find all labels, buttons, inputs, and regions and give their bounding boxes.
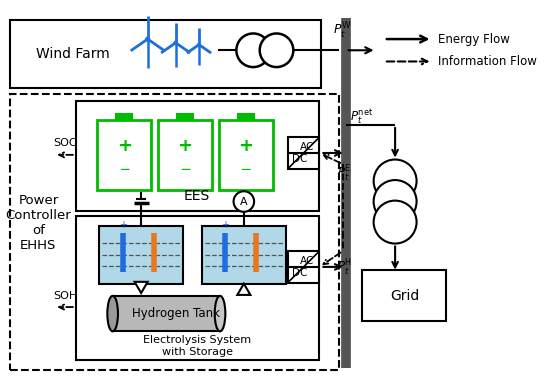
Circle shape (373, 180, 416, 223)
Text: Electrolysis System
with Storage: Electrolysis System with Storage (143, 335, 251, 356)
Text: +: + (119, 220, 126, 230)
Bar (99, 226, 183, 284)
Text: +: + (221, 220, 229, 230)
Bar (238, 113, 254, 120)
Bar (288, 251, 320, 283)
Bar (10, 20, 321, 88)
Text: $P_t^\mathrm{W}$: $P_t^\mathrm{W}$ (333, 21, 352, 41)
Text: ─: ─ (120, 163, 129, 177)
Bar (202, 226, 286, 284)
Text: EES: EES (184, 190, 210, 204)
Text: AC: AC (300, 256, 315, 266)
Text: $P_t^\mathrm{net}$: $P_t^\mathrm{net}$ (350, 108, 373, 127)
Text: AC: AC (300, 142, 315, 152)
Text: Power
Controller
of
EHHS: Power Controller of EHHS (6, 194, 72, 252)
Bar (116, 113, 133, 120)
Text: DC: DC (292, 268, 307, 278)
Ellipse shape (107, 296, 118, 332)
Bar (158, 120, 212, 190)
Circle shape (234, 191, 254, 212)
Bar (113, 296, 220, 332)
Bar (177, 113, 193, 120)
Circle shape (236, 34, 270, 67)
Text: $P_t^\mathrm{E}$: $P_t^\mathrm{E}$ (337, 164, 352, 184)
Circle shape (197, 43, 200, 46)
Text: Energy Flow: Energy Flow (438, 33, 510, 46)
Polygon shape (135, 282, 147, 293)
Bar (362, 270, 447, 321)
Text: SOH: SOH (53, 291, 78, 301)
Circle shape (373, 160, 416, 202)
Polygon shape (237, 284, 250, 295)
Text: Wind Farm: Wind Farm (36, 47, 109, 61)
Ellipse shape (214, 296, 225, 332)
Bar (219, 120, 273, 190)
Bar (10, 94, 339, 370)
Text: Hydrogen Tank: Hydrogen Tank (131, 307, 219, 320)
Bar (97, 120, 151, 190)
Text: +: + (117, 137, 132, 156)
Bar (288, 137, 320, 169)
Text: +: + (178, 137, 192, 156)
Bar (76, 216, 318, 360)
Text: ─: ─ (181, 163, 189, 177)
Bar (76, 101, 318, 211)
Circle shape (146, 37, 150, 41)
Circle shape (373, 200, 416, 243)
Circle shape (174, 41, 177, 44)
Text: DC: DC (292, 154, 307, 164)
Text: Grid: Grid (390, 289, 419, 303)
Circle shape (260, 34, 293, 67)
Text: A: A (240, 197, 248, 207)
Text: ─: ─ (241, 163, 250, 177)
Text: SOC: SOC (54, 138, 78, 148)
Text: +: + (238, 137, 253, 156)
Text: Information Flow: Information Flow (438, 55, 537, 68)
Text: $P_t^\mathrm{H}$: $P_t^\mathrm{H}$ (337, 257, 353, 278)
